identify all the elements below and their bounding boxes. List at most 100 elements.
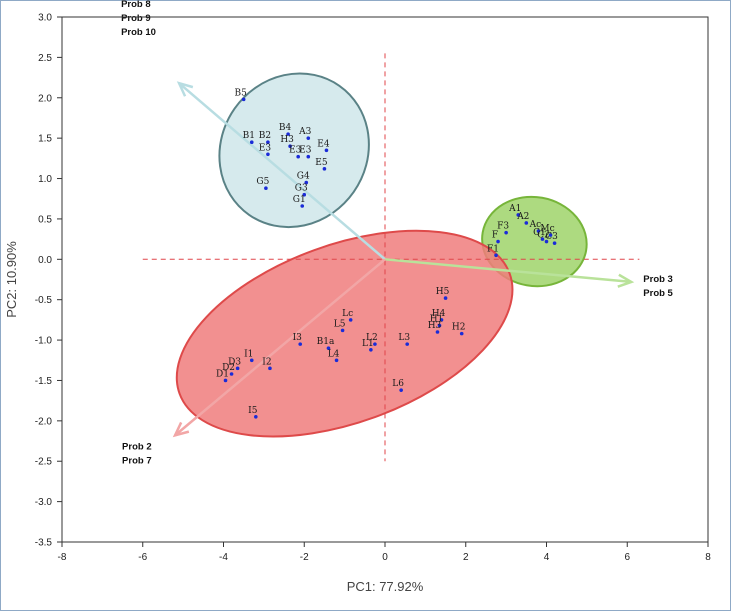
point-label: B2 [259, 131, 271, 141]
score-point [235, 366, 240, 371]
point-label: E5 [315, 158, 328, 168]
point-label: H5 [436, 287, 450, 297]
score-point [435, 330, 440, 334]
x-tick-label: 0 [382, 552, 388, 563]
score-point [288, 144, 292, 149]
point-label: B5 [235, 88, 248, 98]
score-point [223, 378, 228, 383]
point-label: F1 [487, 244, 499, 254]
point-label: L2 [366, 333, 378, 343]
score-point [300, 204, 305, 208]
point-label: E3 [259, 143, 272, 153]
y-tick-label: 2.0 [38, 93, 52, 104]
point-label: C3 [545, 232, 558, 242]
y-tick-label: -1.5 [35, 376, 53, 387]
score-point [552, 241, 557, 245]
point-label: I5 [248, 406, 258, 416]
x-axis-title: PC1: 77.92% [347, 579, 424, 594]
loading-label: Prob 9 [121, 13, 151, 24]
score-point [524, 221, 529, 225]
point-label: B4 [279, 123, 292, 133]
point-label: Lc [342, 309, 353, 319]
y-tick-label: -3.5 [35, 538, 53, 549]
score-point [296, 154, 300, 159]
point-label: B1a [317, 337, 335, 347]
y-tick-label: -3.0 [35, 497, 53, 508]
score-point [439, 318, 444, 322]
loading-label: Prob 8 [121, 0, 151, 10]
point-label: D3 [228, 357, 241, 367]
score-point [286, 132, 290, 136]
y-tick-label: 2.5 [38, 53, 52, 64]
score-point [264, 186, 268, 191]
point-label: F3 [497, 222, 509, 232]
y-axis-title: PC2: 10.90% [4, 241, 19, 318]
score-point [437, 323, 442, 328]
score-point [241, 97, 246, 102]
score-point [268, 366, 272, 371]
score-point [496, 239, 500, 244]
point-label: H3 [428, 321, 442, 331]
point-label: A1 [508, 204, 521, 214]
point-label: A3 [298, 127, 311, 137]
point-label: E3 [299, 146, 312, 156]
score-point [540, 237, 545, 241]
point-label: D1 [216, 369, 229, 379]
score-point [254, 415, 258, 419]
score-point [302, 192, 307, 197]
score-point [322, 167, 327, 171]
y-tick-label: -2.5 [35, 457, 53, 468]
loading-label: Prob 5 [643, 288, 673, 299]
axis-ticks: -8 -6 -4 -2 0 2 4 6 8 3.0 2.5 2.0 1.5 1.0 0.5 0.0 -0.5 -1… [35, 13, 711, 564]
x-tick-label: -4 [219, 552, 228, 563]
y-tick-label: 3.0 [38, 13, 52, 24]
x-tick-label: 6 [624, 552, 630, 563]
point-label: Ac [529, 220, 542, 230]
loading-label: Prob 3 [643, 274, 673, 285]
point-label: C2 [537, 231, 550, 241]
y-tick-label: 1.5 [38, 134, 52, 145]
point-label: L6 [392, 379, 404, 389]
y-tick-label: -0.5 [35, 295, 53, 306]
score-point [494, 253, 498, 258]
point-label: Mc [540, 224, 554, 234]
loading-arrowhead-2 [617, 273, 635, 288]
point-label: I1 [244, 349, 253, 359]
point-label: L5 [334, 319, 346, 329]
point-label: E3 [289, 146, 302, 156]
score-point [348, 318, 353, 322]
score-point [229, 372, 234, 376]
x-tick-label: 8 [705, 552, 711, 563]
loading-label: Prob 7 [122, 455, 152, 466]
loading-label: Prob 10 [121, 27, 156, 38]
score-point [536, 229, 541, 233]
score-point [373, 342, 377, 346]
x-tick-label: -8 [58, 552, 67, 563]
score-point [443, 296, 448, 300]
point-label: G1 [293, 195, 306, 205]
score-point [324, 148, 329, 153]
score-point [516, 213, 521, 217]
score-point [266, 140, 270, 144]
point-label: H1 [430, 315, 444, 325]
point-label: H3 [280, 135, 294, 145]
score-point [334, 358, 339, 363]
loading-arrow-2 [384, 258, 632, 284]
x-tick-label: 4 [544, 552, 550, 563]
y-tick-label: -1.0 [35, 336, 53, 347]
cluster-ellipses [175, 72, 588, 438]
point-label: A2 [516, 212, 529, 222]
loading-arrowhead-3 [172, 421, 190, 438]
point-label: L4 [328, 349, 340, 359]
y-tick-label: 0.0 [38, 255, 52, 266]
score-point [544, 239, 549, 244]
point-label: D2 [222, 363, 235, 373]
loading-arrows [172, 81, 635, 438]
point-label: B1 [243, 131, 255, 141]
score-point [405, 342, 410, 346]
x-tick-label: -6 [138, 552, 147, 563]
score-point [298, 342, 303, 346]
point-label: L3 [398, 333, 410, 343]
